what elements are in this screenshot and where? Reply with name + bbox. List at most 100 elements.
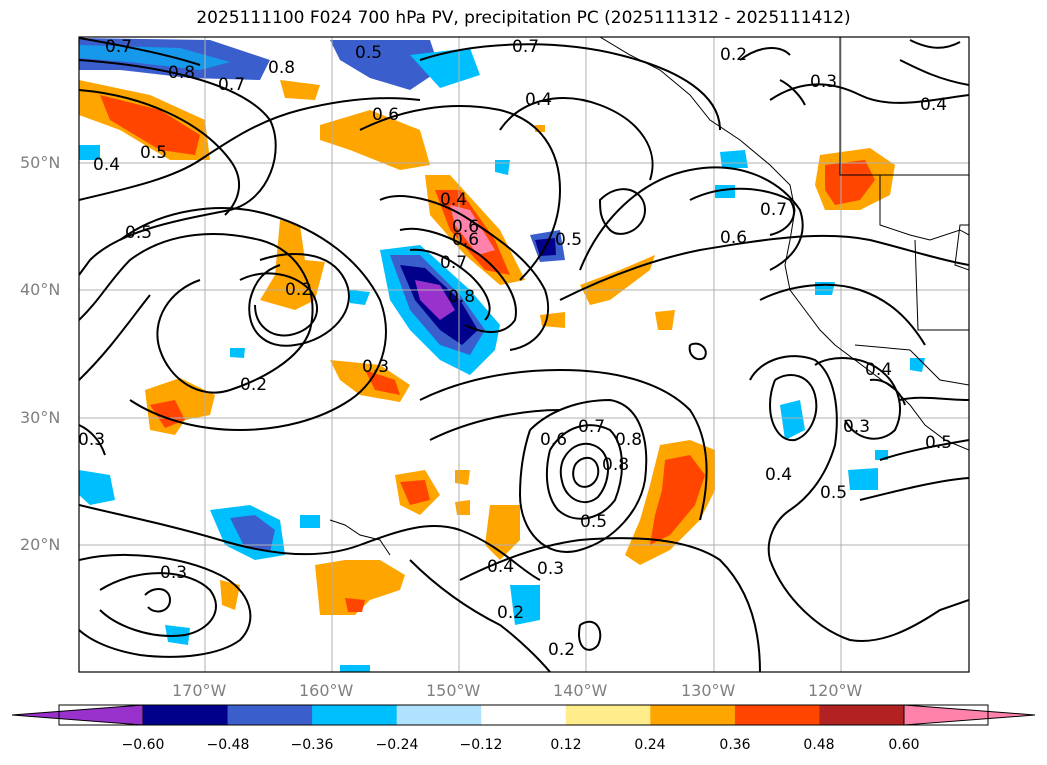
contour-line (119, 207, 387, 432)
contour-line (769, 83, 969, 104)
shade-blob (780, 400, 805, 440)
contour-label: 0.8 (268, 58, 295, 78)
lon-label-120w: 120°W (808, 681, 863, 700)
contour-line (545, 424, 623, 520)
pv-contours (79, 37, 969, 672)
contour-label: 0.7 (578, 417, 605, 437)
contour-label: 0.5 (925, 433, 952, 453)
contour-line (499, 97, 654, 181)
shade-blob (345, 598, 365, 612)
contour-line (759, 283, 926, 346)
lat-label-40n: 40°N (20, 280, 61, 299)
contour-line (869, 378, 906, 406)
contour-label: 0.3 (537, 559, 564, 579)
contour-label: 0.2 (285, 280, 312, 300)
lon-label-160w: 160°W (299, 681, 354, 700)
contour-label: 0.6 (372, 105, 399, 125)
colorbar-tick-label: 0.60 (888, 737, 920, 753)
contour-line (359, 105, 562, 281)
contour-line (409, 559, 551, 672)
contour-line (79, 294, 151, 381)
shade-blob (100, 95, 200, 155)
contour-label: 0.8 (168, 63, 195, 83)
contour-label: 0.4 (487, 557, 514, 577)
contour-label: 0.4 (440, 190, 467, 210)
contour-label: 0.5 (355, 43, 382, 63)
shade-blob (230, 515, 275, 552)
shade-blob (655, 310, 675, 330)
contour-line (909, 39, 961, 49)
colorbar-tick-label: 0.36 (719, 737, 751, 753)
contour-line (419, 43, 721, 131)
contour-line (779, 79, 806, 106)
contour-line (689, 187, 795, 236)
contour-label: 0.6 (720, 228, 747, 248)
shade-blob (320, 110, 430, 170)
shade-blob (79, 145, 100, 160)
contour-label: 0.7 (760, 200, 787, 220)
map-title: 2025111100 F024 700 hPa PV, precipitatio… (196, 8, 851, 28)
contour-label: 0.5 (555, 230, 582, 250)
lon-label-140w: 140°W (553, 681, 608, 700)
contour-label: 0.8 (448, 287, 475, 307)
contour-line (899, 59, 969, 86)
contour-label: 0.7 (105, 37, 132, 57)
contour-label: 0.5 (580, 512, 607, 532)
contour-labels: 0.7 0.8 0.7 0.8 0.6 0.4 0.5 0.5 0.4 0.6 … (78, 37, 952, 660)
contour-label: 0.7 (512, 37, 539, 57)
contour-line (79, 424, 106, 456)
contour-label: 0.7 (218, 75, 245, 95)
shade-blob (650, 455, 705, 545)
contour-label: 0.6 (452, 217, 479, 237)
shade-blob (455, 500, 470, 515)
contour-label: 0.3 (362, 357, 389, 377)
contour-line (429, 409, 561, 441)
contour-label: 0.4 (765, 465, 792, 485)
contour-line (749, 355, 969, 642)
shade-blob (340, 665, 370, 672)
contour-line (248, 253, 350, 347)
colorbar-tick-label: −0.48 (206, 737, 250, 753)
contour-label: 0.7 (440, 253, 467, 273)
contour-line (768, 374, 818, 442)
contour-label: 0.3 (160, 563, 187, 583)
lon-label-130w: 130°W (681, 681, 736, 700)
contour-line (572, 456, 600, 488)
colorbar-tick-label: 0.12 (550, 737, 582, 753)
contour-line (99, 572, 217, 637)
lat-label-30n: 30°N (20, 408, 61, 427)
gridlines (79, 37, 969, 672)
shade-blob (510, 585, 540, 625)
lon-label-150w: 150°W (426, 681, 481, 700)
shade-blob (315, 560, 405, 615)
contour-label: 0.6 (452, 230, 479, 250)
shade-blob (330, 40, 440, 90)
contour-label: 0.5 (125, 223, 152, 243)
contour-line (239, 272, 319, 337)
contour-label: 0.3 (78, 430, 105, 450)
contour-line (79, 97, 421, 201)
contour-line (559, 442, 610, 503)
contour-line (859, 477, 969, 501)
contour-line (79, 554, 252, 658)
contour-line (79, 233, 314, 394)
contour-line (688, 342, 707, 361)
shade-blob (450, 205, 495, 255)
contour-line (79, 504, 541, 581)
colorbar-tick-label: −0.36 (290, 737, 334, 753)
contour-line (79, 59, 277, 276)
colorbar-tick-label: 0.48 (803, 737, 835, 753)
shade-blob (825, 160, 875, 205)
contour-label: 0.8 (602, 455, 629, 475)
shade-blob (79, 470, 115, 505)
contour-line (518, 398, 648, 553)
contour-label: 0.3 (810, 72, 837, 92)
contour-label: 0.4 (865, 360, 892, 380)
shade-blob (455, 470, 470, 485)
shade-blob (280, 80, 320, 100)
contour-line (578, 620, 602, 651)
shade-blob (350, 290, 370, 305)
colorbar-tick-label: −0.24 (375, 737, 419, 753)
contour-label: 0.4 (93, 155, 120, 175)
